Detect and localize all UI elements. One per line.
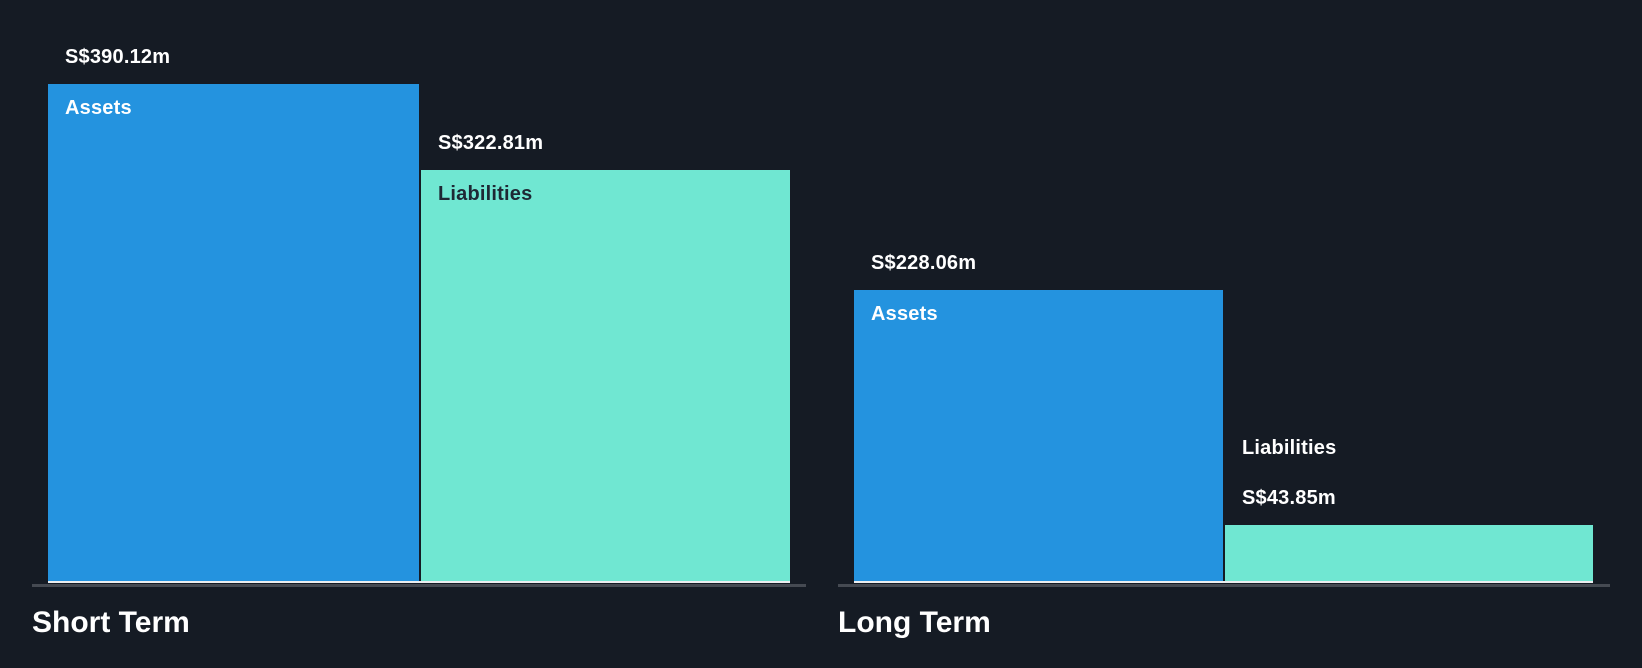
short-term-assets-bar[interactable] bbox=[48, 84, 419, 581]
long-term-title: Long Term bbox=[838, 606, 991, 639]
long-term-liabilities-value: S$43.85m bbox=[1242, 487, 1336, 509]
short-term-axis-line bbox=[48, 581, 790, 583]
short-term-axis-base bbox=[32, 584, 806, 587]
short-term-liabilities-label: Liabilities bbox=[438, 183, 533, 205]
long-term-assets-bar[interactable] bbox=[854, 290, 1223, 581]
short-term-liabilities-value: S$322.81m bbox=[438, 132, 544, 154]
short-term-assets-label: Assets bbox=[65, 97, 132, 119]
long-term-axis-base bbox=[838, 584, 1610, 587]
long-term-assets-value: S$228.06m bbox=[871, 252, 977, 274]
short-term-title: Short Term bbox=[32, 606, 190, 639]
long-term-liabilities-bar[interactable] bbox=[1225, 525, 1593, 581]
long-term-assets-label: Assets bbox=[871, 303, 938, 325]
short-term-assets-value: S$390.12m bbox=[65, 46, 171, 68]
long-term-axis-line bbox=[854, 581, 1593, 583]
long-term-liabilities-label: Liabilities bbox=[1242, 437, 1337, 459]
short-term-liabilities-bar[interactable] bbox=[421, 170, 790, 581]
